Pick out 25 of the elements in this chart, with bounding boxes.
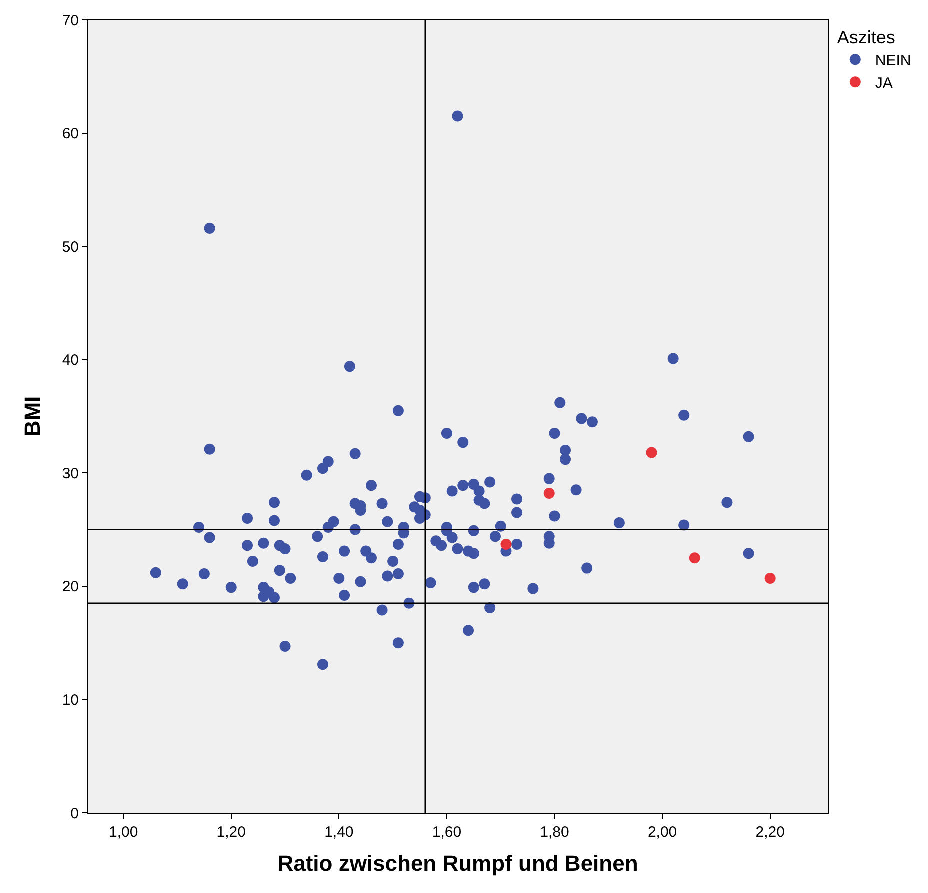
- x-tick-label: 1,00: [108, 824, 138, 841]
- x-tick-label: 2,00: [648, 824, 678, 841]
- x-axis-title: Ratio zwischen Rumpf und Beinen: [278, 850, 638, 876]
- point: [646, 447, 658, 458]
- y-tick-label: 70: [62, 12, 79, 30]
- x-tick-label: 1,60: [432, 824, 462, 841]
- x-tick-label: 1,20: [216, 824, 246, 841]
- point: [689, 552, 700, 564]
- point: [500, 539, 512, 550]
- x-tick-label: 1,80: [540, 824, 570, 841]
- legend-title: Aszites: [837, 27, 896, 48]
- y-tick-label: 30: [62, 465, 79, 482]
- y-tick-label: 50: [62, 238, 79, 256]
- point: [544, 488, 555, 500]
- point: [764, 573, 776, 584]
- legend-label: NEIN: [875, 52, 912, 70]
- y-tick-label: 40: [62, 352, 79, 370]
- y-tick-label: 20: [62, 578, 79, 596]
- x-tick-label: 2,20: [756, 824, 785, 841]
- y-axis-title: BMI: [20, 396, 46, 437]
- legend-label: JA: [875, 75, 893, 92]
- y-tick-label: 10: [62, 692, 79, 709]
- y-tick-label: 0: [70, 805, 79, 822]
- x-tick-label: 1,40: [324, 824, 354, 841]
- y-tick-label: 60: [62, 126, 79, 143]
